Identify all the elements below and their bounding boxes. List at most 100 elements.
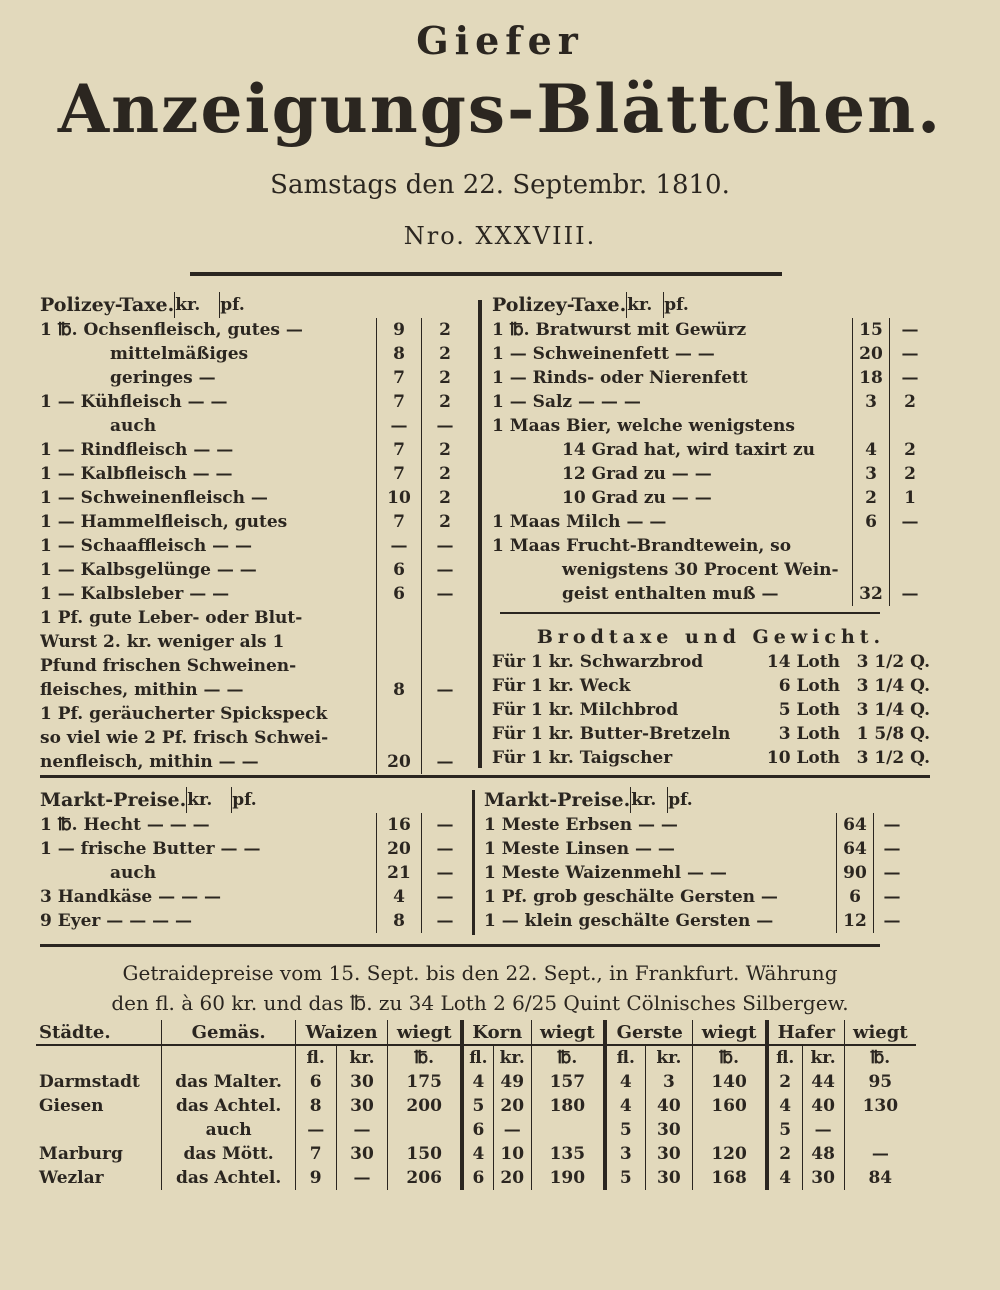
bread-row: Für 1 kr. Weck 6 Loth 3 1/4 Q.	[492, 674, 930, 698]
price-row: 1 — Kühfleisch — — 7 2	[40, 390, 468, 414]
measure: auch	[161, 1118, 296, 1142]
item-name: fleisches, mithin — —	[40, 680, 244, 700]
grain-value: ℔.	[843, 1045, 916, 1070]
item-name: 12 Grad zu — —	[562, 464, 712, 484]
grain-value: ℔.	[692, 1045, 767, 1070]
grain-value: 157	[530, 1070, 606, 1094]
price-pf: —	[889, 318, 930, 342]
price-kr: 7	[376, 390, 421, 414]
grain-value: 130	[843, 1094, 916, 1118]
price-kr: 15	[852, 318, 889, 342]
section-rule	[40, 944, 880, 947]
price-pf: —	[873, 837, 910, 861]
price-row: 10 Grad zu — — 2 1	[492, 486, 930, 510]
bread-item: Für 1 kr. Butter-Bretzeln	[492, 724, 731, 744]
grain-value: —	[335, 1118, 388, 1142]
price-row: 1 — Salz — — — 3 2	[492, 390, 930, 414]
price-pf: —	[889, 342, 930, 366]
city-name: Darmstadt	[39, 1072, 140, 1092]
price-row: 1 — Schweinenfleisch — 10 2	[40, 486, 468, 510]
price-row: 1 — frische Butter — — 20—	[40, 837, 468, 861]
bread-quint: 3 1/4 Q.	[856, 676, 930, 696]
price-row: 1 ℔. Ochsenfleisch, gutes — 9 2	[40, 318, 468, 342]
grain-value: ℔.	[387, 1045, 462, 1070]
grain-value: 6	[459, 1118, 494, 1142]
grain-value: 120	[692, 1142, 767, 1166]
section-header-row: Polizey-Taxe. kr. pf.	[492, 292, 930, 318]
price-pf	[421, 630, 468, 654]
grain-value: 6	[294, 1070, 337, 1094]
price-row: 1 Maas Bier, welche wenigstens	[492, 414, 930, 438]
item-name: Wurst 2. kr. weniger als 1	[40, 632, 285, 652]
price-row: fleisches, mithin — — 8—	[40, 678, 468, 702]
price-pf: —	[889, 510, 930, 534]
grain-header-cell: wiegt	[530, 1020, 606, 1046]
bread-row: Für 1 kr. Schwarzbrod 14 Loth 3 1/2 Q.	[492, 650, 930, 674]
price-pf: —	[421, 558, 468, 582]
bread-item: Für 1 kr. Weck	[492, 676, 631, 696]
price-kr: 20	[376, 837, 421, 861]
grain-value: 95	[843, 1070, 916, 1094]
price-pf: 2	[889, 390, 930, 414]
section-heading: Polizey-Taxe.	[492, 294, 627, 316]
grain-value: 40	[644, 1094, 693, 1118]
price-row: 1 Meste Erbsen — — 64—	[484, 813, 910, 837]
price-pf	[421, 654, 468, 678]
grain-header-cell: Gerste	[603, 1020, 693, 1046]
grain-header-cell: Waizen	[294, 1020, 388, 1046]
section-header-row: Polizey-Taxe. kr. pf.	[40, 292, 468, 318]
grain-value: 5	[603, 1166, 645, 1190]
bread-quint: 1 5/8 Q.	[856, 724, 930, 744]
price-row: 1 ℔. Hecht — — — 16—	[40, 813, 468, 837]
section-rule	[500, 612, 880, 614]
measure: das Achtel.	[161, 1166, 296, 1190]
price-row: 1 — Schaaffleisch — — — —	[40, 534, 468, 558]
grain-value: 175	[387, 1070, 462, 1094]
kr-column-label: kr.	[626, 292, 663, 318]
item-name: 1 Maas Bier, welche wenigstens	[492, 416, 795, 436]
grain-value: 10	[492, 1142, 532, 1166]
item-name: 1 — Hammelfleisch, gutes	[40, 512, 288, 532]
grain-header-cell: wiegt	[387, 1020, 462, 1046]
price-kr: 8	[376, 342, 421, 366]
grain-prices-intro: Getraidepreise vom 15. Sept. bis den 22.…	[40, 958, 920, 1018]
grain-prices-table: Städte. Gemäs. Waizen wiegt Korn wiegt Gerste w…	[36, 1020, 916, 1190]
item-name: nenfleisch, mithin — —	[40, 752, 259, 772]
grain-value: 2	[764, 1070, 803, 1094]
item-name: 1 — Kalbsgelünge — —	[40, 560, 257, 580]
price-row: 1 Maas Frucht-Brandtewein, so	[492, 534, 930, 558]
price-pf: —	[421, 813, 468, 837]
price-pf: 2	[889, 462, 930, 486]
grain-value: 4	[459, 1142, 494, 1166]
grain-value: 20	[492, 1094, 532, 1118]
city-name: Marburg	[39, 1144, 123, 1164]
price-row: 1 — Kalbsgelünge — — 6—	[40, 558, 468, 582]
item-name: mittelmäßiges	[110, 344, 249, 364]
price-pf: —	[889, 582, 930, 606]
item-name: 1 — Schweinenfett — —	[492, 344, 715, 364]
grain-value: fl.	[603, 1045, 645, 1070]
price-pf: —	[421, 582, 468, 606]
grain-value: —	[801, 1118, 845, 1142]
grain-value	[530, 1118, 606, 1142]
price-row: 1 — Hammelfleisch, gutes 7 2	[40, 510, 468, 534]
item-name: 1 Maas Frucht-Brandtewein, so	[492, 536, 792, 556]
item-name: 10 Grad zu — —	[562, 488, 712, 508]
price-pf: —	[421, 534, 468, 558]
grain-value: 3	[603, 1142, 645, 1166]
bread-loth: 6 Loth	[778, 676, 840, 696]
price-kr: 21	[376, 861, 421, 885]
grain-value: 206	[387, 1166, 462, 1190]
price-kr: 9	[376, 318, 421, 342]
grain-value: kr.	[644, 1045, 693, 1070]
grain-value: 4	[764, 1094, 803, 1118]
bread-loth: 10 Loth	[766, 748, 840, 768]
grain-header-cell: Städte.	[36, 1020, 162, 1046]
grain-value: 150	[387, 1142, 462, 1166]
brodtaxe-section: Brodtaxe und Gewicht. Für 1 kr. Schwarzbr…	[492, 624, 930, 770]
section-header-row: Markt-Preise. kr. pf.	[40, 787, 468, 813]
grain-value: 30	[335, 1070, 388, 1094]
price-pf: —	[873, 813, 910, 837]
price-kr: 6	[376, 582, 421, 606]
price-kr: 6	[852, 510, 889, 534]
